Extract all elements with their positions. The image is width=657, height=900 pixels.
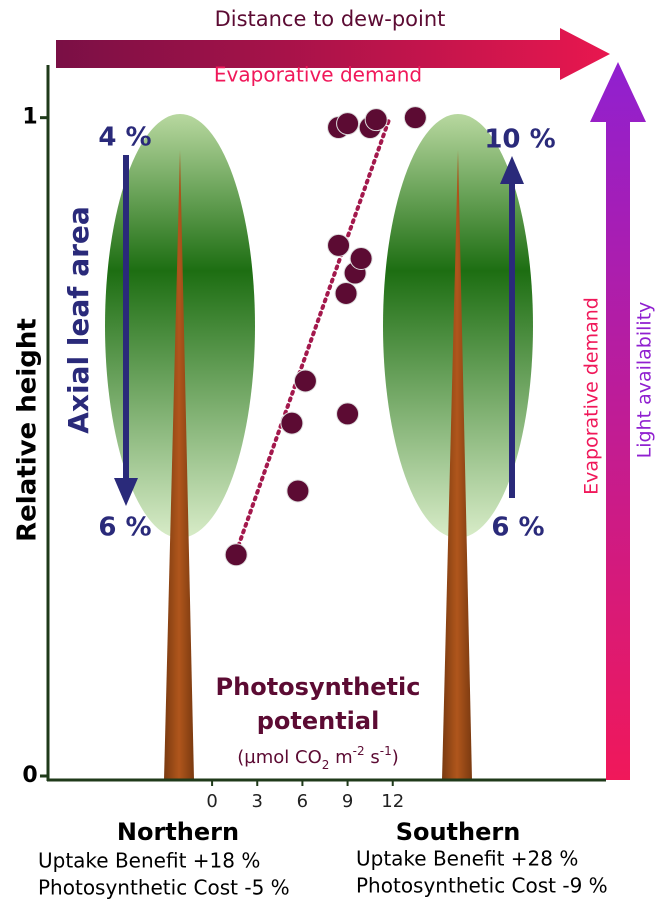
side-arrow	[590, 62, 646, 780]
leaf-area-label: 10 %	[484, 125, 555, 155]
data-point	[286, 479, 310, 503]
x-axis-label: potential	[257, 707, 380, 735]
x-tick-label: 0	[206, 791, 217, 812]
site-note: Photosynthetic Cost -5 %	[38, 876, 290, 900]
x-tick-label: 12	[381, 791, 404, 812]
tree-trunk	[442, 150, 472, 780]
unit-part: )	[392, 747, 399, 768]
data-point	[403, 106, 427, 130]
arrow-label: Distance to dew-point	[215, 7, 446, 31]
arrow-head	[500, 156, 524, 184]
leaf-area-title: Axial leaf area	[62, 206, 95, 434]
x-axis-unit: (µmol CO2 m-2 s-1)	[237, 744, 398, 772]
unit-part: s	[365, 747, 380, 768]
data-point	[224, 543, 248, 567]
x-axis-label: Photosynthetic	[216, 673, 421, 701]
leaf-area-arrows	[114, 155, 524, 506]
arrow-head	[114, 478, 138, 506]
y-tick-label: 1	[22, 105, 37, 130]
data-point	[336, 402, 360, 426]
site-note: Uptake Benefit +18 %	[38, 849, 260, 873]
leaf-area-label: 6 %	[491, 513, 544, 543]
top-arrow	[56, 28, 610, 80]
unit-part: -2	[353, 744, 365, 758]
unit-part: -1	[380, 744, 392, 758]
arrow-label: Evaporative demand	[581, 297, 603, 495]
trees	[105, 114, 533, 780]
y-axis-label: Relative height	[13, 318, 43, 542]
tree-trunk	[164, 150, 194, 780]
data-point	[280, 411, 304, 435]
arrow-label: Light availability	[634, 302, 656, 459]
site-note: Photosynthetic Cost -9 %	[356, 874, 608, 898]
x-tick-label: 9	[342, 791, 353, 812]
axes	[46, 65, 606, 782]
unit-part: 2	[322, 758, 330, 772]
leaf-area-label: 6 %	[98, 513, 151, 543]
site-name: Southern	[396, 818, 521, 846]
data-point	[364, 108, 388, 132]
y-tick-label: 0	[22, 763, 37, 788]
x-tick-label: 6	[297, 791, 308, 812]
unit-part: (µmol CO	[237, 747, 321, 768]
x-tick-label: 3	[252, 791, 263, 812]
arrow-label: Evaporative demand	[214, 63, 422, 87]
leaf-area-label: 4 %	[98, 123, 151, 153]
data-point	[349, 247, 373, 271]
data-point	[336, 112, 360, 136]
data-point	[293, 369, 317, 393]
site-note: Uptake Benefit +28 %	[356, 847, 578, 871]
unit-part: m	[329, 747, 352, 768]
data-point	[334, 281, 358, 305]
trend-line	[234, 115, 392, 555]
data-point	[327, 233, 351, 257]
site-name: Northern	[117, 818, 239, 846]
